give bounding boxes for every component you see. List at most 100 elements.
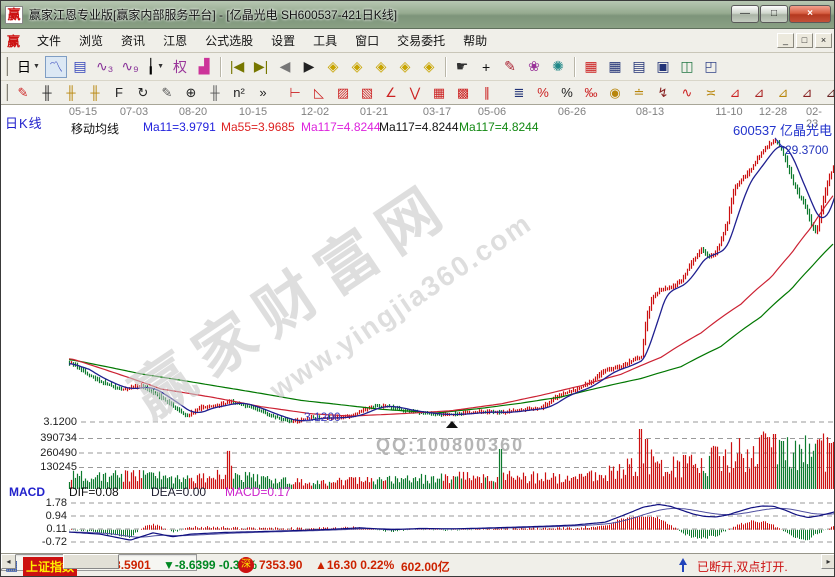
j-angle-tool[interactable]: ⊿: [729, 84, 741, 100]
scroll-left-arrow[interactable]: ◂: [1, 554, 16, 569]
notes-button[interactable]: ▤: [632, 58, 646, 74]
first-page-button[interactable]: |◀: [229, 58, 245, 74]
kline-chart-canvas[interactable]: [1, 105, 835, 553]
ma11-legend: Ma11=3.9791: [143, 120, 216, 134]
date-tick-12-02: 12-02: [300, 106, 330, 118]
small-grid-tool[interactable]: ╫: [210, 85, 220, 100]
gold-grid-tool-2[interactable]: ╫: [90, 85, 100, 100]
gold-grid-tool-1[interactable]: ╫: [66, 85, 76, 100]
gann-fan-tool[interactable]: ◺: [314, 84, 324, 100]
zigzag-view-button[interactable]: 〽: [44, 55, 67, 78]
zoom-fit-button[interactable]: ◈: [423, 58, 435, 74]
menu-item-文件[interactable]: 文件: [37, 33, 62, 48]
wave-tool[interactable]: ∿: [681, 84, 693, 100]
date-tick-05-06: 05-06: [477, 106, 507, 118]
indicator-bars-tool[interactable]: ≣: [513, 84, 525, 100]
time-circle-tool[interactable]: ⊕: [185, 84, 197, 100]
angle-line-tool[interactable]: ∠: [385, 84, 397, 100]
titlebar[interactable]: 赢 赢家江恩专业版[赢家内部服务平台] - [亿晶光电 SH600537-421…: [1, 1, 834, 29]
more-tools-chevron[interactable]: »: [259, 85, 267, 100]
ruler-tool[interactable]: ⊢: [289, 84, 301, 100]
calendar-button[interactable]: ▦: [584, 58, 598, 74]
hand-tool-button[interactable]: ☛: [455, 58, 469, 74]
chart-export-button[interactable]: ◫: [680, 58, 694, 74]
gold-angle-tool[interactable]: ⊿: [777, 84, 789, 100]
quote-list-button[interactable]: ▤: [73, 58, 87, 74]
menu-item-浏览[interactable]: 浏览: [79, 33, 104, 48]
calculator-button[interactable]: ▦: [608, 58, 622, 74]
chart-area[interactable]: 赢家财富网 www.yingjia360.com 赢家财富网 QQ:100800…: [1, 105, 835, 553]
ma117-legend-1: Ma117=4.8244: [301, 120, 381, 134]
minute-3-button[interactable]: ∿₃: [95, 58, 114, 74]
candle-style-button[interactable]: ╽ ▼: [146, 58, 165, 74]
menu-item-帮助[interactable]: 帮助: [463, 33, 488, 48]
square-n2-tool[interactable]: n²: [233, 85, 245, 100]
dense-grid-tool[interactable]: ▩: [456, 84, 470, 100]
gold-level-tool[interactable]: ≐: [633, 84, 645, 100]
main-toolbar: 日 ▼ 〽 ▤ ∿₃ ∿₉ ╽ ▼ 权 ▟ |◀ ▶| ◀ ▶ ◈ ◈ ◈ ◈ ◈ ☛ + ✎ ❀ ✺ ▦ ▦ ▤ ▣ ◫ ◰: [1, 53, 834, 81]
minute-9-button[interactable]: ∿₉: [121, 58, 139, 74]
kline-period-button[interactable]: 日 ▼: [17, 58, 40, 75]
next-bar-button[interactable]: ▶: [303, 58, 315, 74]
volume-profile-button[interactable]: ▟: [198, 58, 210, 74]
print-button[interactable]: ◰: [704, 58, 718, 74]
menu-item-工具[interactable]: 工具: [313, 33, 338, 48]
window-title: 赢家江恩专业版[赢家内部服务平台] - [亿晶光电 SH600537-421日K…: [29, 8, 398, 22]
time-grid-tool[interactable]: ╫: [42, 85, 52, 100]
mdi-restore-button[interactable]: □: [796, 33, 813, 48]
close-button[interactable]: ×: [789, 5, 831, 23]
date-tick-03-17: 03-17: [422, 106, 452, 118]
percent-retrace-tool[interactable]: %: [537, 85, 549, 100]
connection-status[interactable]: 已断开,双点打开.: [697, 560, 788, 574]
zoom-out-button[interactable]: ◈: [375, 58, 387, 74]
save-button[interactable]: ▣: [656, 58, 670, 74]
toolbar-grip[interactable]: [6, 57, 10, 76]
maximize-button[interactable]: □: [760, 5, 788, 23]
sz-index-value: 7353.90: [259, 558, 303, 572]
menu-item-资讯[interactable]: 资讯: [121, 33, 146, 48]
brush-tool[interactable]: ✎: [17, 84, 29, 100]
parallel-lines-tool[interactable]: ∥: [483, 84, 491, 100]
last-page-button[interactable]: ▶|: [253, 58, 269, 74]
volume-scale-3: 130245: [40, 461, 77, 473]
sz-market-badge[interactable]: 深: [238, 557, 254, 573]
zoom-in-button[interactable]: ◈: [399, 58, 411, 74]
zoom-left-button[interactable]: ◈: [327, 58, 339, 74]
minimize-button[interactable]: —: [731, 5, 759, 23]
marker-pen-tool[interactable]: ✎: [161, 84, 173, 100]
menu-item-公式选股[interactable]: 公式选股: [205, 33, 254, 48]
menu-item-交易委托[interactable]: 交易委托: [397, 33, 446, 48]
scroll-right-arrow[interactable]: ▸: [821, 554, 834, 569]
macd-scale-2: 0.94: [45, 510, 67, 522]
speed-angle-tool[interactable]: ⊿: [801, 84, 813, 100]
zhuang-angle-tool[interactable]: ⊿: [820, 83, 834, 102]
crosshair-tool-button[interactable]: +: [481, 58, 491, 75]
zoom-right-button[interactable]: ◈: [351, 58, 363, 74]
flower-tool-button[interactable]: ❀: [528, 58, 540, 74]
menu-item-江恩[interactable]: 江恩: [163, 33, 188, 48]
toolbar-grip[interactable]: [6, 84, 8, 101]
scrollbar-thumb[interactable]: [63, 554, 119, 569]
gold-underline-tool[interactable]: ≍: [705, 84, 717, 100]
f-angle-tool[interactable]: ⊿: [753, 84, 765, 100]
menu-item-设置[interactable]: 设置: [271, 33, 296, 48]
cycle-grid-tool[interactable]: ↻: [137, 84, 149, 100]
menu-logo-icon: 赢: [7, 34, 21, 49]
mdi-close-button[interactable]: ×: [815, 33, 832, 48]
percent-tool[interactable]: %: [561, 85, 573, 100]
red-grid-tool[interactable]: ▦: [432, 84, 446, 100]
restoration-button[interactable]: 权: [173, 58, 188, 75]
price-mark-tool[interactable]: ↯: [657, 84, 669, 100]
date-tick-11-10: 11-10: [715, 106, 743, 118]
mdi-minimize-button[interactable]: _: [777, 33, 794, 48]
pen-tool-button[interactable]: ✎: [504, 58, 516, 74]
permille-tool[interactable]: ‰: [584, 85, 598, 100]
menu-item-窗口[interactable]: 窗口: [355, 33, 380, 48]
prev-bar-button[interactable]: ◀: [279, 58, 291, 74]
fib-grid-tool[interactable]: F: [115, 85, 123, 100]
brain-tool-button[interactable]: ✺: [552, 58, 564, 74]
gold-circle-tool[interactable]: ◉: [609, 84, 621, 100]
gann-box-tool[interactable]: ▨: [336, 84, 350, 100]
polyline-tool[interactable]: ⋁: [409, 84, 421, 100]
gann-square-tool[interactable]: ▧: [360, 84, 374, 100]
